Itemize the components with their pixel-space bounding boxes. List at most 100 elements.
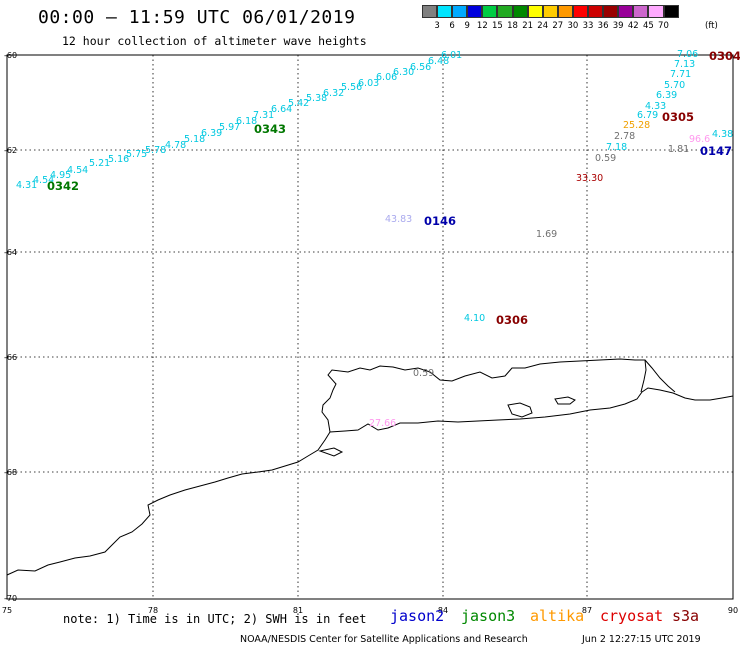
- wave-height-label: 1.81: [668, 144, 689, 155]
- wave-height-labels: 4.314.544.954.545.215.165.755.784.785.18…: [16, 49, 733, 429]
- pass-time-label: 0304: [709, 49, 740, 63]
- axis-tick-labels: 75 78 81 84 87 90 -60 -62 -64 -66 -68 -70: [2, 51, 738, 615]
- color-scale-label: 27: [552, 21, 564, 31]
- wave-height-label: 7.06: [677, 49, 698, 60]
- wave-height-label: 4.78: [165, 140, 186, 151]
- wave-height-label: 6.03: [358, 78, 379, 89]
- color-scale-label: 15: [492, 21, 503, 31]
- color-swatch: [663, 5, 679, 18]
- map-frame: [6, 54, 734, 600]
- color-swatch: [618, 5, 634, 18]
- pass-time-label: 0305: [662, 110, 694, 124]
- wave-height-label: 0.59: [413, 368, 434, 379]
- color-swatch: [527, 5, 543, 18]
- pass-time-labels: 0342 0343 0146 0306 0305 0304 0147: [47, 49, 740, 327]
- coastline-segment: [321, 358, 647, 433]
- color-scale-label: 9: [464, 21, 470, 31]
- lon-tick-label: 81: [293, 606, 303, 615]
- color-scale-label: 12: [476, 21, 488, 31]
- wave-height-label: 6.79: [637, 110, 658, 121]
- wave-height-label: 6.18: [236, 116, 257, 127]
- wave-height-label: 5.21: [89, 158, 110, 169]
- color-scale-label: 45: [642, 21, 654, 31]
- lon-tick-label: 78: [148, 606, 158, 615]
- color-scale-label: 39: [612, 21, 624, 31]
- legend-jason3: jason3: [461, 607, 516, 625]
- pass-time-label: 0343: [254, 122, 286, 136]
- wave-height-label: 5.16: [108, 154, 129, 165]
- color-scale-label: 33: [582, 21, 594, 31]
- lon-tick-label: 87: [582, 606, 592, 615]
- wave-height-label: 4.95: [50, 170, 71, 181]
- wave-height-label: 5.56: [341, 82, 362, 93]
- lon-tick-label: 75: [2, 606, 12, 615]
- wave-height-label: 5.18: [184, 134, 205, 145]
- map-title: 00:00 – 11:59 UTC 06/01/2019: [38, 7, 356, 28]
- map-subtitle: 12 hour collection of altimeter wave hei…: [62, 34, 367, 48]
- lat-tick-label: -66: [4, 353, 17, 362]
- legend-s3a: s3a: [672, 607, 700, 625]
- lat-tick-label: -68: [4, 468, 17, 477]
- wave-height-label: 27.66: [369, 418, 396, 429]
- gridlines: [7, 55, 733, 598]
- color-swatch: [648, 5, 664, 18]
- color-scale-label: 36: [597, 21, 609, 31]
- wave-height-label: 6.30: [393, 67, 414, 78]
- wave-height-label: 6.39: [656, 90, 677, 101]
- footer-credit: NOAA/NESDIS Center for Satellite Applica…: [240, 634, 528, 645]
- wave-height-label: 4.10: [464, 313, 485, 324]
- wave-height-label: 6.48: [428, 56, 449, 67]
- coastline-segment: [6, 387, 734, 576]
- legend-cryosat: cryosat: [600, 607, 664, 625]
- footer-timestamp: Jun 2 12:27:15 UTC 2019: [582, 634, 701, 645]
- color-swatch: [603, 5, 619, 18]
- wave-height-label: 7.31: [253, 110, 274, 121]
- wave-height-label: 4.54: [33, 175, 54, 186]
- wave-height-label: 0.59: [595, 153, 616, 164]
- color-scale-label: 24: [537, 21, 549, 31]
- color-scale-label: 21: [522, 21, 534, 31]
- wave-height-label: 6.32: [323, 88, 344, 99]
- wave-height-label: 7.13: [674, 59, 695, 70]
- wave-height-label: 96.6: [689, 134, 710, 145]
- lat-tick-label: -60: [4, 51, 17, 60]
- wave-height-label: 4.33: [645, 101, 666, 112]
- wave-height-label: 6.64: [271, 104, 292, 115]
- color-swatch: [572, 5, 589, 18]
- color-swatch: [437, 5, 453, 18]
- wave-height-label: 6.01: [441, 50, 462, 61]
- lat-tick-label: -62: [4, 146, 17, 155]
- pass-time-label: 0342: [47, 179, 79, 193]
- color-swatch: [512, 5, 528, 18]
- color-swatch: [482, 5, 498, 18]
- coastline-segment: [507, 402, 533, 418]
- lon-tick-label: 84: [438, 606, 448, 615]
- wave-height-label: 5.42: [288, 98, 309, 109]
- pass-time-label: 0146: [424, 214, 456, 228]
- coastline-segment: [644, 359, 676, 393]
- color-swatch: [542, 5, 558, 18]
- wave-height-label: 6.39: [201, 128, 222, 139]
- wave-height-label: 5.78: [145, 145, 166, 156]
- antarctic-coastline: [6, 358, 734, 576]
- color-scale: [422, 5, 679, 19]
- wave-height-label: 5.70: [664, 80, 685, 91]
- color-scale-label: 18: [507, 21, 518, 31]
- legend-altika: altika: [530, 607, 585, 625]
- wave-height-label: 4.38: [712, 129, 733, 140]
- pass-time-label: 0306: [496, 313, 528, 327]
- wave-height-label: 6.06: [376, 72, 397, 83]
- wave-height-label: 2.78: [614, 131, 635, 142]
- pass-time-label: 0147: [700, 144, 732, 158]
- wave-height-label: 5.38: [306, 93, 327, 104]
- lat-tick-label: -64: [4, 248, 17, 257]
- color-swatch: [467, 5, 483, 18]
- lon-tick-label: 90: [728, 606, 738, 615]
- color-swatch: [557, 5, 573, 18]
- wave-height-label: 7.18: [606, 142, 627, 153]
- color-scale-label: 30: [567, 21, 579, 31]
- color-scale-label: 6: [449, 21, 455, 31]
- coastline-segment: [318, 447, 344, 457]
